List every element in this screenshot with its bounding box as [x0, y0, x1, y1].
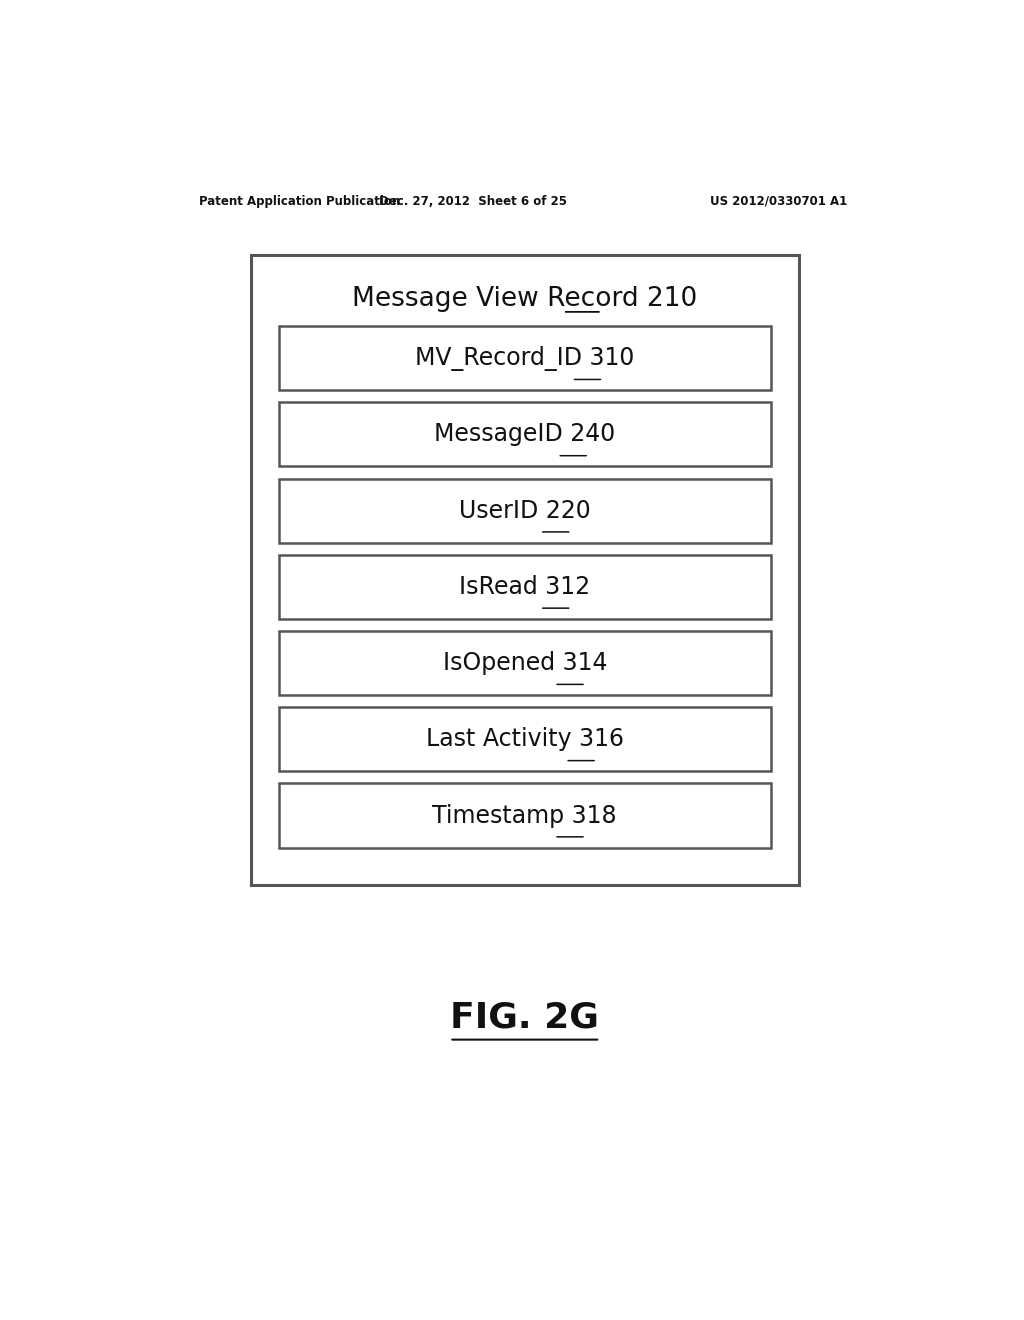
- Text: US 2012/0330701 A1: US 2012/0330701 A1: [710, 194, 848, 207]
- FancyBboxPatch shape: [251, 255, 799, 886]
- Text: UserID 220: UserID 220: [459, 499, 591, 523]
- Text: FIG. 2G: FIG. 2G: [451, 1001, 599, 1035]
- Text: MessageID 240: MessageID 240: [434, 422, 615, 446]
- FancyBboxPatch shape: [279, 784, 771, 847]
- FancyBboxPatch shape: [279, 479, 771, 543]
- FancyBboxPatch shape: [279, 631, 771, 696]
- FancyBboxPatch shape: [279, 403, 771, 466]
- FancyBboxPatch shape: [279, 554, 771, 619]
- Text: Patent Application Publication: Patent Application Publication: [200, 194, 400, 207]
- Text: Last Activity 316: Last Activity 316: [426, 727, 624, 751]
- Text: IsRead 312: IsRead 312: [459, 574, 591, 599]
- Text: Timestamp 318: Timestamp 318: [432, 804, 617, 828]
- Text: MV_Record_ID 310: MV_Record_ID 310: [415, 346, 635, 371]
- Text: Dec. 27, 2012  Sheet 6 of 25: Dec. 27, 2012 Sheet 6 of 25: [379, 194, 567, 207]
- FancyBboxPatch shape: [279, 326, 771, 391]
- Text: IsOpened 314: IsOpened 314: [442, 651, 607, 675]
- Text: Message View Record 210: Message View Record 210: [352, 285, 697, 312]
- FancyBboxPatch shape: [279, 708, 771, 771]
